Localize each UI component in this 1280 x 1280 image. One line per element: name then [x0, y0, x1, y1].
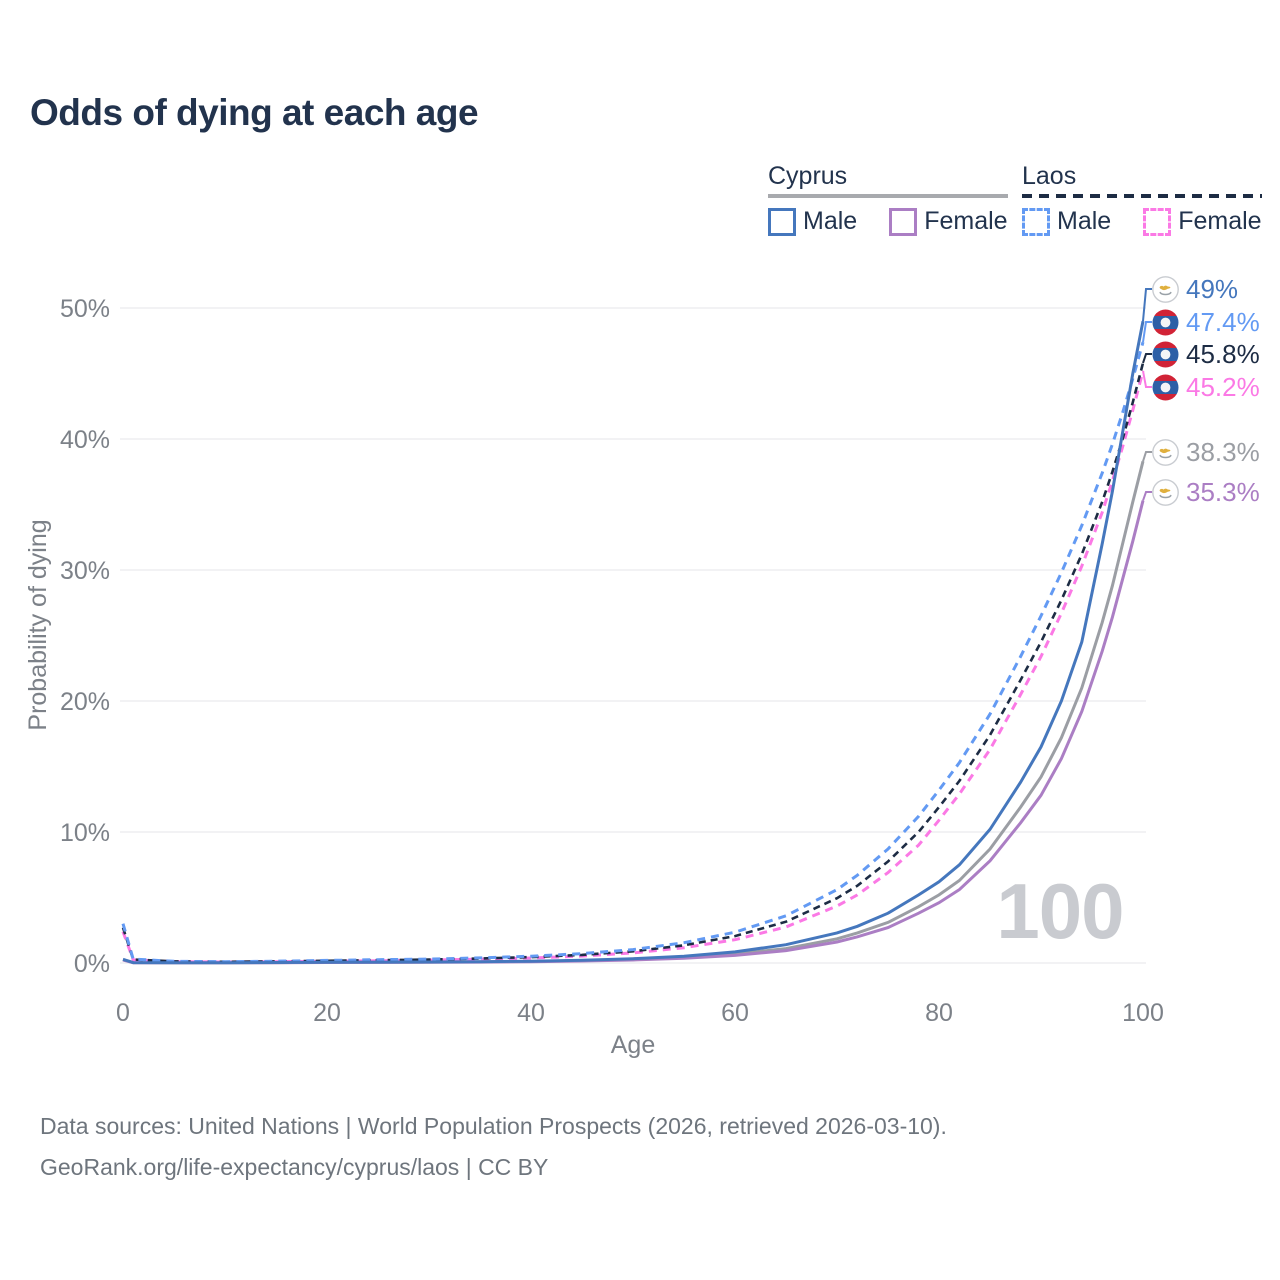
end-label-cyprus-female: 35.3% — [1152, 476, 1260, 508]
legend-country-laos[interactable]: Laos — [1022, 162, 1077, 190]
x-tick-label: 100 — [1122, 999, 1164, 1027]
legend-item-cyprus-female[interactable]: Female — [889, 207, 1008, 236]
label-connector-cyprus-male — [1142, 288, 1152, 322]
end-value-laos-total: 45.8% — [1186, 338, 1260, 369]
footer-attribution-link[interactable]: GeoRank.org/life-expectancy/cyprus/laos … — [40, 1154, 549, 1180]
legend-label-laos-female: Female — [1178, 207, 1262, 235]
line-chart-plot: 0% 10% 20% 30% 40% 50% 0 20 40 60 80 100 Age Probabil… — [24, 288, 1164, 1059]
legend-group-laos: Laos Male Female — [1022, 162, 1262, 236]
y-tick-label: 20% — [60, 688, 110, 716]
page-title: Odds of dying at each age — [30, 92, 479, 133]
x-tick-label: 20 — [313, 999, 341, 1027]
cyprus-flag-icon — [1152, 478, 1179, 506]
line-cyprus-male[interactable] — [122, 320, 1145, 965]
legend-label-cyprus-female: Female — [924, 207, 1008, 235]
label-connector-laos-male — [1142, 321, 1152, 343]
legend-country-cyprus[interactable]: Cyprus — [768, 162, 848, 190]
label-connector-cyprus-female — [1142, 491, 1152, 501]
laos-line-style-underline — [1022, 194, 1262, 198]
laos-flag-icon — [1152, 341, 1179, 367]
x-tick-label: 60 — [721, 999, 749, 1027]
cyprus-flag-icon — [1152, 275, 1179, 303]
y-tick-label: 50% — [60, 295, 110, 323]
x-tick-label: 40 — [517, 999, 545, 1027]
x-tick-label: 80 — [925, 999, 953, 1027]
line-laos-female[interactable] — [121, 370, 1145, 964]
laos-male-swatch-icon — [1022, 207, 1050, 236]
end-label-laos-female: 45.2% — [1152, 371, 1260, 403]
x-tick-label: 0 — [116, 999, 130, 1027]
label-connector-laos-female — [1142, 370, 1152, 388]
cyprus-male-swatch-icon — [768, 207, 796, 236]
end-label-cyprus-male: 49% — [1152, 273, 1238, 305]
end-value-laos-male: 47.4% — [1186, 306, 1260, 337]
end-value-cyprus-male: 49% — [1186, 273, 1239, 304]
footer: Data sources: United Nations | World Pop… — [40, 1106, 947, 1188]
cyprus-line-style-underline — [768, 194, 1008, 198]
y-tick-label: 30% — [60, 557, 110, 585]
legend-label-cyprus-male: Male — [803, 207, 858, 235]
end-label-cyprus-total: 38.3% — [1152, 436, 1260, 468]
legend-item-cyprus-male[interactable]: Male — [768, 207, 857, 236]
cyprus-flag-icon — [1152, 438, 1179, 466]
y-tick-label: 40% — [60, 426, 110, 454]
laos-flag-icon — [1152, 374, 1179, 400]
end-label-laos-total: 45.8% — [1152, 338, 1260, 370]
laos-flag-icon — [1152, 309, 1179, 335]
cyprus-female-swatch-icon — [889, 207, 918, 236]
legend-group-cyprus: Cyprus Male Female — [768, 162, 1008, 236]
y-axis-title: Probability of dying — [24, 519, 52, 730]
y-tick-label: 0% — [74, 950, 110, 978]
line-laos-total[interactable] — [121, 362, 1145, 964]
label-connector-laos-total — [1142, 353, 1152, 364]
end-value-cyprus-female: 35.3% — [1186, 476, 1260, 507]
laos-female-swatch-icon — [1143, 207, 1172, 236]
x-axis-title: Age — [611, 1031, 655, 1059]
label-connector-cyprus-total — [1142, 451, 1152, 462]
legend-item-laos-male[interactable]: Male — [1022, 207, 1111, 236]
line-laos-male[interactable] — [121, 341, 1145, 964]
legend-label-laos-male: Male — [1057, 207, 1112, 235]
end-value-cyprus-total: 38.3% — [1186, 436, 1260, 467]
legend-item-laos-female[interactable]: Female — [1143, 207, 1262, 236]
end-label-laos-male: 47.4% — [1152, 306, 1260, 338]
footer-data-sources: Data sources: United Nations | World Pop… — [40, 1113, 947, 1139]
age-watermark: 100 — [996, 867, 1124, 955]
y-tick-label: 10% — [60, 819, 110, 847]
end-value-laos-female: 45.2% — [1186, 371, 1260, 402]
